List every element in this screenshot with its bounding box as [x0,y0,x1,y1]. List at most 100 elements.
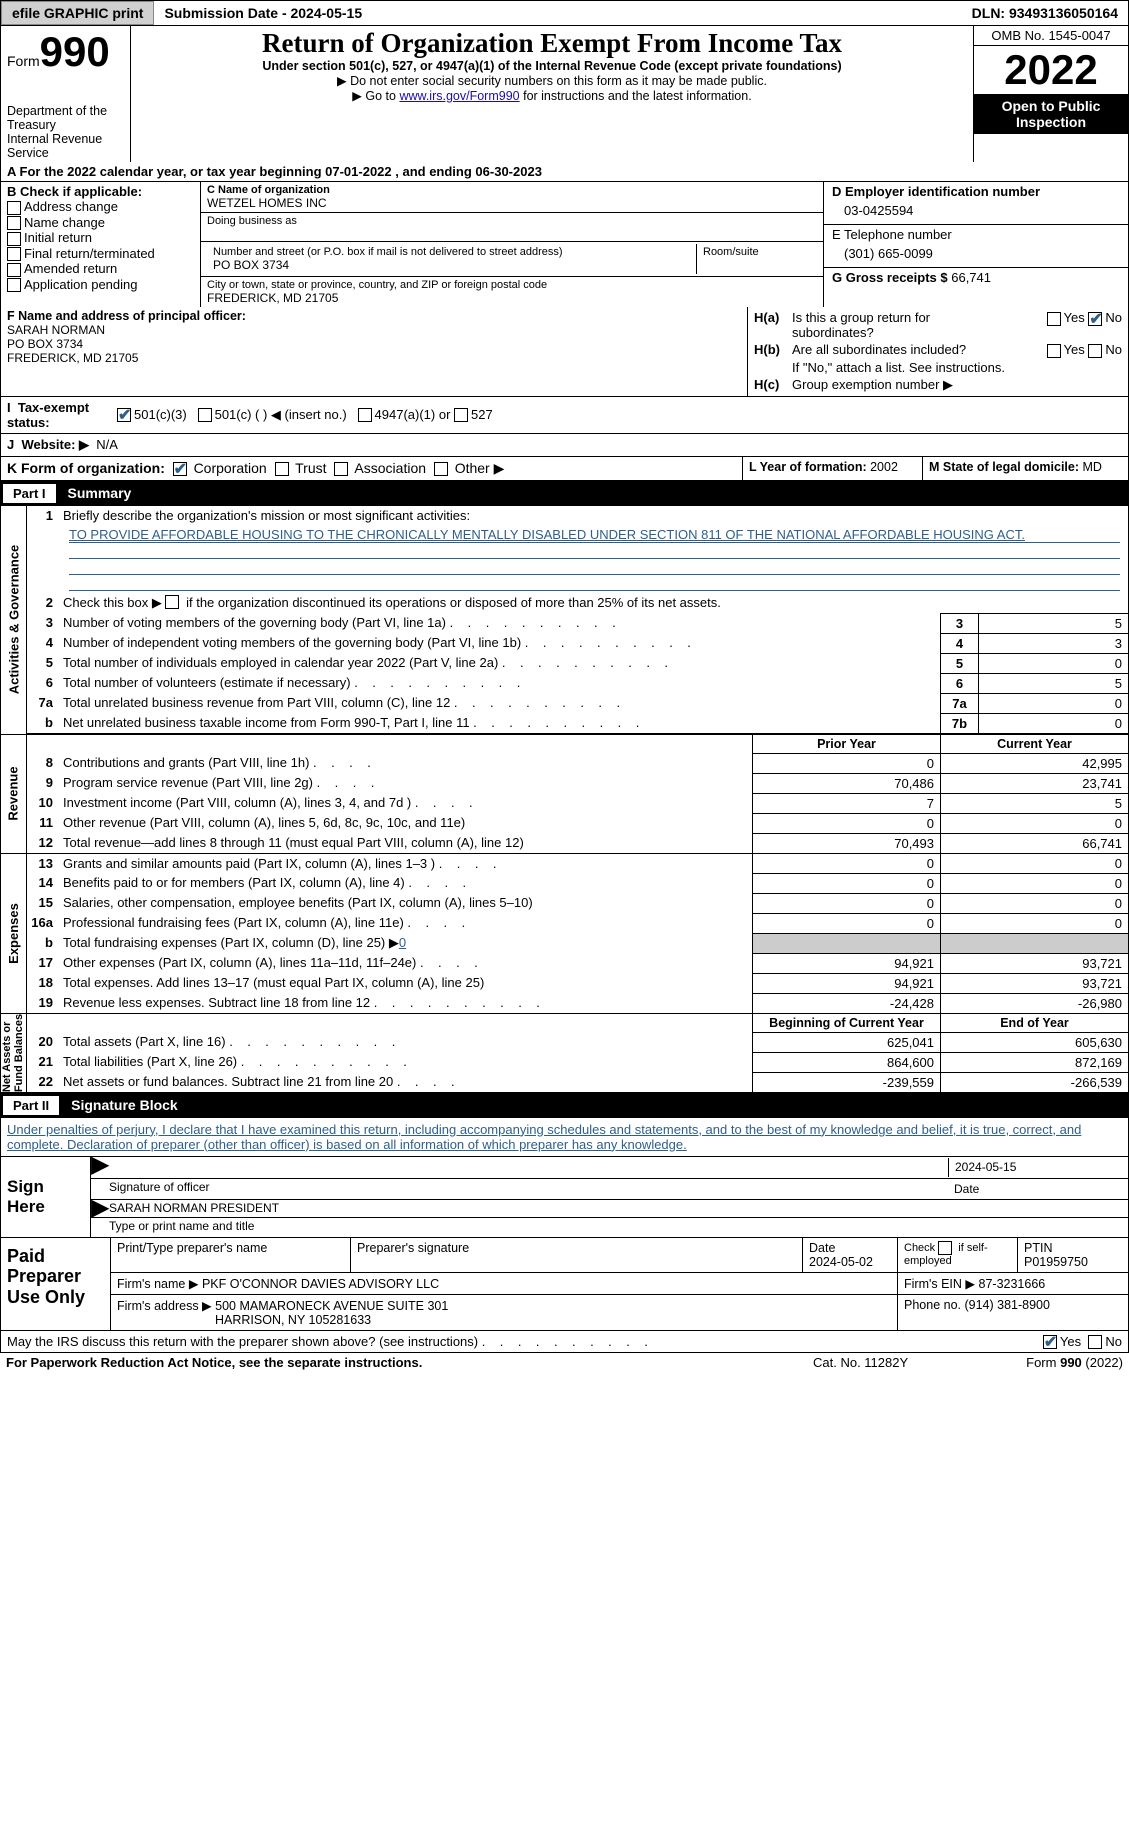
cb-amended[interactable] [7,263,21,277]
paid-prep-lbl: Paid Preparer Use Only [1,1238,111,1330]
hb-yes[interactable] [1047,344,1061,358]
cb-501c3[interactable] [117,408,131,422]
tax-year: 2022 [974,46,1128,94]
r4: Number of independent voting members of … [59,633,940,653]
mission: TO PROVIDE AFFORDABLE HOUSING TO THE CHR… [27,525,1128,593]
prep-date: 2024-05-02 [809,1255,873,1269]
sec-h: H(a)Is this a group return for subordina… [748,307,1128,396]
ptin-lbl: PTIN [1024,1241,1052,1255]
sig-name: SARAH NORMAN PRESIDENT [109,1201,1128,1216]
r3: Number of voting members of the governin… [59,613,940,633]
c19: -26,980 [940,993,1128,1013]
c8: 42,995 [940,753,1128,773]
cb-pending-lbl: Application pending [24,277,137,292]
sec-f: F Name and address of principal officer:… [1,307,748,396]
r17: Other expenses (Part IX, column (A), lin… [59,953,752,973]
p21: 864,600 [752,1052,940,1072]
p22: -239,559 [752,1072,940,1092]
cb-trust[interactable] [275,462,289,476]
paid-preparer: Paid Preparer Use Only Print/Type prepar… [0,1238,1129,1331]
hb-no[interactable] [1088,344,1102,358]
line-m: M State of legal domicile: MD [923,457,1128,480]
r14: Benefits paid to or for members (Part IX… [59,873,752,893]
p8: 0 [752,753,940,773]
sig-officer-lbl: Signature of officer [109,1180,948,1198]
cb-address[interactable] [7,201,21,215]
sec-netassets: Net Assets or Fund Balances Beginning of… [0,1014,1129,1093]
subtitle-1: Under section 501(c), 527, or 4947(a)(1)… [137,59,967,73]
r7a: Total unrelated business revenue from Pa… [59,693,940,713]
cb-final[interactable] [7,247,21,261]
sig-type-lbl: Type or print name and title [109,1219,254,1233]
header: Form990 Department of the Treasury Inter… [0,26,1129,162]
cb-discontinued[interactable] [165,595,179,609]
cb-self-employed[interactable] [938,1241,952,1255]
part2-header: Part II Signature Block [0,1093,1129,1118]
cb-initial[interactable] [7,232,21,246]
form-number-box: Form990 Department of the Treasury Inter… [1,26,131,162]
tab-expenses: Expenses [1,854,27,1013]
v5: 0 [978,653,1128,673]
mission-text: TO PROVIDE AFFORDABLE HOUSING TO THE CHR… [69,527,1120,543]
sig-date-lbl: Date [948,1180,1128,1198]
r7b: Net unrelated business taxable income fr… [59,713,940,733]
cb-corp[interactable] [173,462,187,476]
o-corp: Corporation [194,460,267,476]
sign-here-lbl: Sign Here [1,1157,91,1237]
p18: 94,921 [752,973,940,993]
tab-netassets: Net Assets or Fund Balances [1,1014,27,1092]
ha-no[interactable] [1088,312,1102,326]
org-name: WETZEL HOMES INC [207,196,817,210]
c15: 0 [940,893,1128,913]
officer-addr1: PO BOX 3734 [7,337,741,351]
irs-link[interactable]: www.irs.gov/Form990 [399,89,519,103]
r15: Salaries, other compensation, employee b… [59,893,752,913]
line-j: J Website: ▶ N/A [0,434,1129,457]
no-lbl: No [1105,310,1122,325]
hc-text: Group exemption number ▶ [792,377,1122,393]
line-kl: K Form of organization: Corporation Trus… [0,457,1129,481]
cb-other[interactable] [434,462,448,476]
r9: Program service revenue (Part VIII, line… [59,773,752,793]
r5: Total number of individuals employed in … [59,653,940,673]
cb-4947[interactable] [358,408,372,422]
ha-yes[interactable] [1047,312,1061,326]
sec-fh: F Name and address of principal officer:… [0,307,1129,397]
o-assoc: Association [354,460,426,476]
cb-501c[interactable] [198,408,212,422]
col-b-label: B Check if applicable: [7,184,194,199]
cb-discuss-no[interactable] [1088,1335,1102,1349]
r8: Contributions and grants (Part VIII, lin… [59,753,752,773]
subtitle-3: ▶ Go to www.irs.gov/Form990 for instruct… [137,88,967,103]
r10: Investment income (Part VIII, column (A)… [59,793,752,813]
cb-assoc[interactable] [334,462,348,476]
r11: Other revenue (Part VIII, column (A), li… [59,813,752,833]
cb-discuss-yes[interactable] [1043,1335,1057,1349]
c14: 0 [940,873,1128,893]
l-val: 2002 [870,460,898,474]
col-b: B Check if applicable: Address change Na… [1,182,201,307]
sec-activities: Activities & Governance 1Briefly describ… [0,506,1129,735]
part2-num: Part II [3,1096,59,1115]
c13: 0 [940,854,1128,873]
hdr-py: Prior Year [752,735,940,753]
cb-address-lbl: Address change [24,199,118,214]
gross-lbl: G Gross receipts $ [832,270,951,285]
addr-lbl: Number and street (or P.O. box if mail i… [213,246,690,258]
cb-name[interactable] [7,216,21,230]
cb-527[interactable] [454,408,468,422]
o-trust: Trust [295,460,326,476]
ein-cell: D Employer identification number 03-0425… [824,182,1128,225]
o-501c: 501(c) ( ) ◀ (insert no.) [215,407,347,423]
sec-revenue: Revenue Prior YearCurrent Year 8Contribu… [0,735,1129,854]
tax-end: 06-30-2023 [475,164,542,179]
p12: 70,493 [752,833,940,853]
tax-begin: 07-01-2022 [325,164,392,179]
hdr-cy: Current Year [940,735,1128,753]
p16a: 0 [752,913,940,933]
r18: Total expenses. Add lines 13–17 (must eq… [59,973,752,993]
cb-pending[interactable] [7,278,21,292]
efile-btn[interactable]: efile GRAPHIC print [1,1,154,25]
c16a: 0 [940,913,1128,933]
c20: 605,630 [940,1032,1128,1052]
